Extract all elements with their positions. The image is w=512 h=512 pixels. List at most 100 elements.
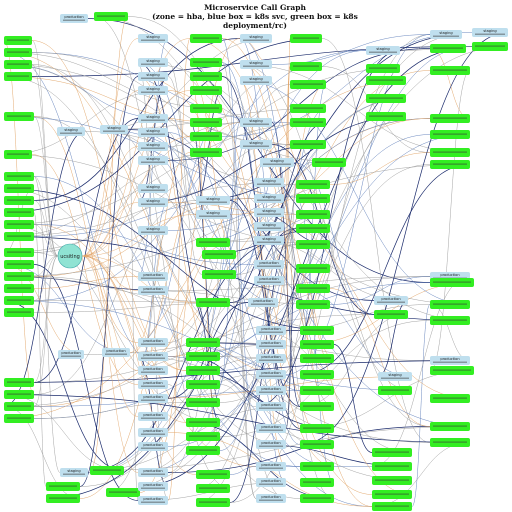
service-node[interactable]: staging (57, 127, 85, 136)
deployment-node[interactable] (372, 490, 412, 499)
service-node[interactable]: production (138, 352, 168, 361)
deployment-node[interactable] (296, 300, 330, 309)
service-node[interactable]: production (138, 468, 168, 477)
deployment-node[interactable] (190, 86, 222, 95)
deployment-node[interactable] (190, 148, 222, 157)
service-node[interactable]: production (138, 394, 168, 403)
service-node[interactable]: production (256, 386, 286, 395)
deployment-node[interactable] (4, 72, 32, 81)
deployment-node[interactable] (202, 270, 236, 279)
service-node[interactable]: staging (60, 468, 88, 477)
service-node[interactable]: production (430, 356, 470, 365)
deployment-node[interactable] (430, 438, 470, 447)
deployment-node[interactable] (4, 296, 34, 305)
service-node[interactable]: staging (138, 198, 168, 207)
service-node[interactable]: staging (254, 194, 284, 203)
deployment-node[interactable] (46, 482, 80, 491)
deployment-node[interactable] (4, 390, 34, 399)
service-node[interactable]: staging (430, 30, 462, 39)
deployment-node[interactable] (4, 284, 34, 293)
service-node[interactable]: production (256, 326, 286, 335)
deployment-node[interactable] (186, 366, 220, 375)
service-node[interactable]: production (138, 428, 168, 437)
deployment-node[interactable] (90, 466, 124, 475)
deployment-node[interactable] (300, 478, 334, 487)
service-node[interactable]: staging (138, 34, 168, 43)
service-node[interactable]: production (138, 442, 168, 451)
deployment-node[interactable] (296, 240, 330, 249)
service-node[interactable]: production (254, 260, 284, 269)
deployment-node[interactable] (4, 260, 34, 269)
deployment-node[interactable] (430, 44, 466, 53)
deployment-node[interactable] (372, 448, 412, 457)
deployment-node[interactable] (372, 502, 412, 511)
service-node[interactable]: production (256, 402, 286, 411)
deployment-node[interactable] (300, 424, 334, 433)
service-node[interactable]: staging (138, 156, 168, 165)
deployment-node[interactable] (372, 476, 412, 485)
service-node[interactable]: staging (196, 196, 230, 205)
deployment-node[interactable] (4, 172, 34, 181)
deployment-node[interactable] (300, 462, 334, 471)
deployment-node[interactable] (430, 278, 474, 287)
deployment-node[interactable] (430, 130, 470, 139)
service-node[interactable]: staging (138, 72, 168, 81)
deployment-node[interactable] (296, 194, 330, 203)
deployment-node[interactable] (196, 498, 230, 507)
deployment-node[interactable] (4, 48, 32, 57)
deployment-node[interactable] (4, 150, 32, 159)
deployment-node[interactable] (186, 380, 220, 389)
deployment-node[interactable] (430, 160, 470, 169)
deployment-node[interactable] (296, 210, 330, 219)
deployment-node[interactable] (4, 414, 34, 423)
deployment-node[interactable] (290, 80, 326, 89)
deployment-node[interactable] (312, 158, 346, 167)
service-node[interactable]: staging (138, 86, 168, 95)
deployment-node[interactable] (196, 484, 230, 493)
service-node[interactable]: staging (138, 184, 168, 193)
service-node[interactable]: production (58, 350, 84, 359)
deployment-node[interactable] (430, 300, 470, 309)
service-node[interactable]: production (138, 412, 168, 421)
deployment-node[interactable] (186, 418, 220, 427)
deployment-node[interactable] (190, 72, 222, 81)
service-node[interactable]: production (138, 366, 168, 375)
deployment-node[interactable] (4, 196, 34, 205)
deployment-node[interactable] (196, 298, 230, 307)
deployment-node[interactable] (4, 36, 32, 45)
service-node[interactable]: production (256, 340, 286, 349)
deployment-node[interactable] (4, 308, 34, 317)
deployment-node[interactable] (190, 34, 222, 43)
service-node[interactable]: staging (254, 208, 284, 217)
service-node[interactable]: production (138, 286, 168, 295)
deployment-node[interactable] (190, 118, 222, 127)
deployment-node[interactable] (366, 94, 406, 103)
deployment-node[interactable] (300, 386, 334, 395)
deployment-node[interactable] (190, 132, 222, 141)
service-node[interactable]: production (256, 494, 286, 503)
deployment-node[interactable] (430, 422, 470, 431)
service-node[interactable]: staging (240, 34, 272, 43)
deployment-node[interactable] (4, 220, 34, 229)
deployment-node[interactable] (374, 310, 408, 319)
deployment-node[interactable] (4, 184, 34, 193)
deployment-node[interactable] (4, 112, 34, 121)
service-node[interactable]: production (256, 462, 286, 471)
service-node[interactable]: staging (254, 236, 284, 245)
service-node[interactable]: production (256, 478, 286, 487)
deployment-node[interactable] (46, 494, 80, 503)
deployment-node[interactable] (296, 180, 330, 189)
deployment-node[interactable] (296, 224, 330, 233)
deployment-node[interactable] (290, 104, 326, 113)
deployment-node[interactable] (290, 62, 322, 71)
deployment-node[interactable] (190, 104, 222, 113)
service-node[interactable]: production (254, 276, 284, 285)
service-node[interactable]: staging (254, 178, 284, 187)
service-node[interactable]: production (248, 298, 278, 307)
service-node[interactable]: production (138, 338, 168, 347)
deployment-node[interactable] (472, 42, 508, 51)
service-node[interactable]: production (138, 482, 168, 491)
deployment-node[interactable] (300, 326, 334, 335)
service-node[interactable]: production (374, 296, 408, 305)
deployment-node[interactable] (372, 462, 412, 471)
